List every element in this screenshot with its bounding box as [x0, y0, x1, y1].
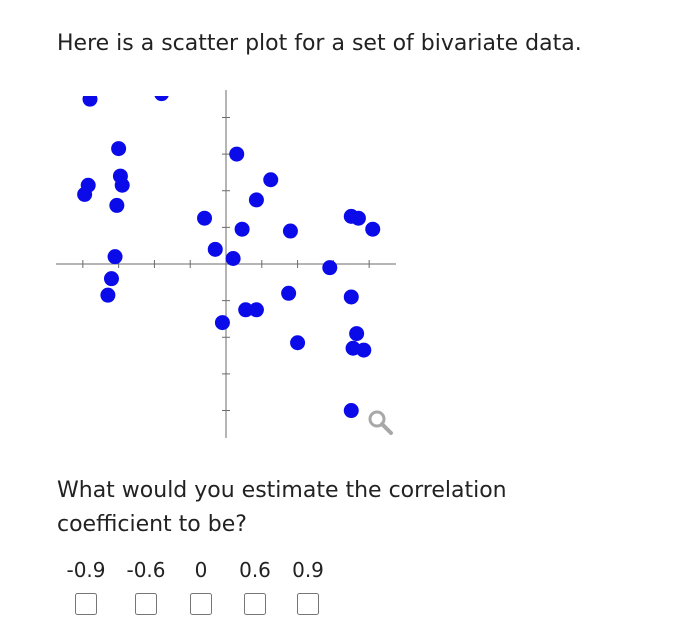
data-point	[248, 302, 264, 318]
choice-checkbox[interactable]	[75, 593, 97, 615]
data-points	[77, 96, 381, 419]
data-point	[197, 210, 213, 226]
choice-checkbox[interactable]	[135, 593, 157, 615]
data-point	[349, 326, 365, 342]
data-point	[107, 249, 123, 265]
data-point	[238, 302, 254, 318]
choice-label: -0.9	[66, 558, 106, 582]
choice-neg-0-9[interactable]: -0.9	[61, 556, 111, 620]
question-ask: What would you estimate the correlation …	[57, 478, 507, 537]
choice-neg-0-6[interactable]: -0.6	[121, 556, 171, 620]
data-point	[282, 223, 298, 239]
data-point	[109, 197, 125, 213]
data-point	[248, 192, 264, 208]
data-point	[343, 289, 359, 305]
data-point	[214, 315, 230, 331]
data-point	[281, 285, 297, 301]
data-point	[103, 271, 119, 287]
choice-label: 0.9	[292, 558, 324, 582]
choice-checkbox[interactable]	[297, 593, 319, 615]
data-point	[82, 96, 98, 107]
data-point	[114, 177, 130, 193]
data-point	[365, 221, 381, 237]
choice-checkbox[interactable]	[244, 593, 266, 615]
choice-checkbox[interactable]	[190, 593, 212, 615]
data-point	[207, 241, 223, 257]
choice-0[interactable]: 0	[176, 556, 226, 620]
choice-label: 0	[194, 558, 208, 582]
choice-label: -0.6	[126, 558, 166, 582]
scatter-plot	[56, 90, 396, 438]
magnifier-icon[interactable]	[368, 410, 393, 435]
choice-0-6[interactable]: 0.6	[230, 556, 280, 620]
data-point	[356, 342, 372, 358]
data-point	[234, 221, 250, 237]
data-point	[225, 251, 241, 267]
data-point	[229, 146, 245, 162]
choice-label: 0.6	[239, 558, 271, 582]
choice-0-9[interactable]: 0.9	[283, 556, 333, 620]
data-point	[77, 186, 93, 202]
data-point	[100, 287, 116, 303]
question-intro: Here is a scatter plot for a set of biva…	[57, 31, 582, 56]
data-point	[350, 210, 366, 226]
plot-axes	[56, 90, 396, 438]
data-point	[154, 96, 169, 102]
data-point	[322, 260, 338, 276]
data-point	[343, 403, 359, 419]
data-point	[290, 335, 306, 351]
data-point	[111, 141, 127, 157]
data-point	[263, 172, 279, 188]
